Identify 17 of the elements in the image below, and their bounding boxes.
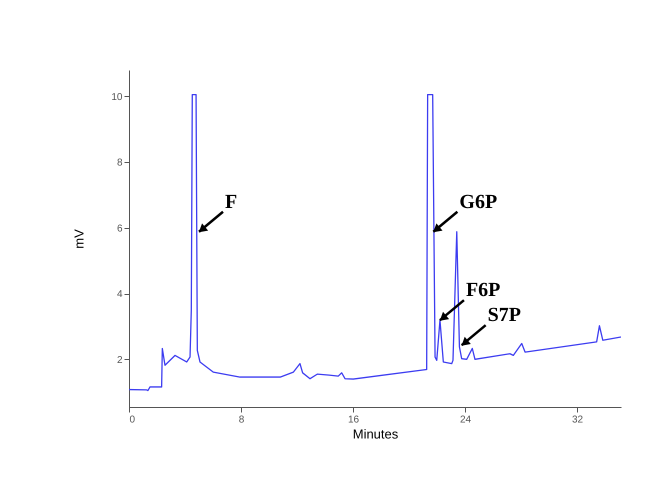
x-tick-label: 8: [238, 414, 245, 426]
x-tick-label: 32: [572, 414, 584, 426]
x-axis-title: Minutes: [352, 426, 399, 442]
y-tick-label: 6: [116, 223, 123, 234]
x-tick-label: 0: [130, 414, 136, 426]
annotation: G6P: [459, 190, 498, 213]
y-tick-label: 10: [111, 92, 123, 103]
x-tick-label: 24: [460, 414, 472, 426]
annotation: S7P: [488, 304, 522, 326]
annotation: F: [225, 190, 238, 213]
line-series: [129, 94, 621, 392]
y-tick-label: 4: [116, 289, 123, 300]
annotation: F6P: [466, 279, 500, 302]
y-tick-label: 8: [116, 158, 123, 169]
x-tick-label: 16: [348, 414, 360, 426]
y-axis-title: mV: [71, 228, 86, 249]
y-tick-label: 2: [116, 354, 123, 366]
